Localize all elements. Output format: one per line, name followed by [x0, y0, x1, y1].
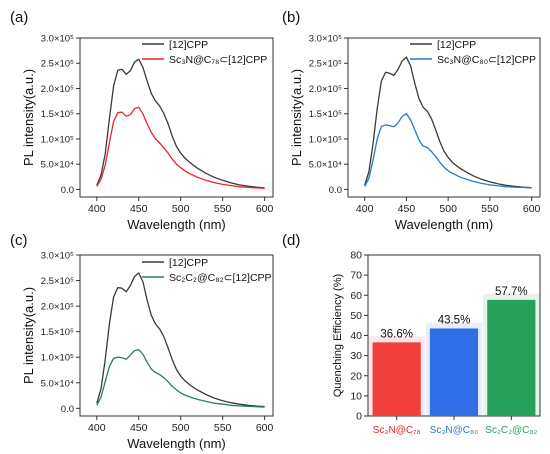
plot-frame: [79, 37, 274, 198]
y-tick-label: 5.0×10⁴: [41, 160, 74, 171]
category-label-3: Sc₂C₂@C₈₂: [485, 425, 537, 436]
y-tick-label: 70: [350, 270, 362, 282]
y-tick-label: 1.0×10⁵: [309, 134, 342, 145]
y-tick-label: 20: [350, 370, 362, 382]
x-tick-label: 600: [256, 422, 274, 434]
x-axis-label: Wavelength (nm): [127, 217, 226, 232]
y-tick-label: 3.0×10⁵: [41, 251, 74, 262]
y-tick-label: 0.0: [61, 185, 74, 196]
y-axis-label: PL intensity(a.u.): [21, 69, 36, 166]
y-tick-label: 40: [350, 330, 362, 342]
x-tick-label: 550: [214, 203, 232, 215]
y-tick-label: 5.0×10⁴: [41, 378, 74, 389]
legend-label-2: Sc₃N@C₈₀⊂[12]CPP: [437, 54, 536, 66]
x-tick-label: 400: [88, 422, 106, 434]
chart-panel-1: (a) 400 450 500 550 600 0.0 5.0×10⁴ 1.0×10⁵ 1.5×1…: [10, 9, 274, 232]
chart-panel-2: (b) 400 450 500 550 600 0.0 5.0×10⁴ 1.0×10⁵ 1.5×1…: [282, 9, 541, 232]
series-line-1: [96, 58, 265, 189]
x-tick-label: 500: [172, 422, 190, 434]
y-tick-label: 10: [350, 390, 362, 402]
series-line-1: [96, 272, 265, 408]
y-tick-label: 60: [350, 290, 362, 302]
y-tick-label: 2.0×10⁵: [41, 84, 74, 95]
x-tick-label: 500: [172, 203, 190, 215]
y-tick-label: 1.0×10⁵: [41, 134, 74, 145]
category-label-2: Sc₃N@C₈₀: [430, 425, 479, 436]
y-tick-label: 0.0: [61, 404, 74, 415]
legend-label-2: Sc₃N@C₇₈⊂[12]CPP: [169, 54, 267, 66]
y-tick-label: 2.0×10⁵: [309, 84, 342, 95]
category-label-1: Sc₃N@C₇₈: [373, 425, 421, 436]
x-tick-label: 450: [130, 422, 148, 434]
y-tick-label: 3.0×10⁵: [41, 34, 74, 45]
legend-label-2: Sc₂C₂@C₈₂⊂[12]CPP: [169, 272, 272, 284]
plot-frame: [79, 254, 274, 417]
y-tick-label: 80: [350, 250, 362, 262]
y-axis-label: PL intensity(a.u.): [289, 69, 304, 166]
bar-value-label-2: 43.5%: [438, 314, 471, 326]
x-tick-label: 550: [214, 422, 232, 434]
chart-panel-3: (c) 400 450 500 550 600 0.0 5.0×10⁴ 1.0×10⁵ 1.5×1…: [10, 232, 274, 451]
series-line-1: [364, 56, 532, 189]
plot-frame: [347, 37, 541, 198]
bar-value-label-3: 57.7%: [495, 286, 528, 298]
y-axis-label: Quenching Efficiency (%): [332, 274, 344, 397]
y-tick-label: 30: [350, 350, 362, 362]
legend-label-1: [12]CPP: [169, 257, 208, 269]
y-tick-label: 3.0×10⁵: [309, 34, 342, 45]
y-tick-label: 1.5×10⁵: [41, 327, 74, 338]
series-line-2: [96, 106, 265, 190]
legend-label-1: [12]CPP: [169, 39, 208, 51]
y-tick-label: 1.0×10⁵: [41, 353, 74, 364]
panel-label: (b): [282, 9, 300, 26]
x-tick-label: 450: [130, 203, 148, 215]
bar-1: [372, 342, 421, 416]
chart-panel-4: (d) 0 10 20 30 40 50 60 70 80 Quenching Efficiency…: [282, 232, 541, 436]
bar-value-label-1: 36.6%: [380, 328, 413, 340]
series-line-2: [96, 348, 265, 408]
panel-label: (d): [282, 232, 300, 249]
y-axis-label: PL intensity(a.u.): [21, 287, 36, 384]
y-tick-label: 1.5×10⁵: [41, 109, 74, 120]
x-axis-label: Wavelength (nm): [395, 217, 494, 232]
legend-label-1: [12]CPP: [437, 39, 476, 51]
y-tick-label: 2.0×10⁵: [41, 302, 74, 313]
y-tick-label: 2.5×10⁵: [309, 59, 342, 70]
x-tick-label: 400: [88, 203, 106, 215]
series-line-2: [364, 113, 532, 189]
y-tick-label: 1.5×10⁵: [309, 109, 342, 120]
bar-2: [429, 328, 479, 416]
bar-3: [487, 299, 536, 416]
panel-label: (a): [10, 9, 28, 26]
y-tick-label: 50: [350, 310, 362, 322]
y-tick-label: 0.0: [329, 185, 342, 196]
x-tick-label: 600: [256, 203, 274, 215]
y-tick-label: 2.5×10⁵: [41, 59, 74, 70]
y-tick-label: 0: [356, 411, 362, 423]
y-tick-label: 5.0×10⁴: [309, 160, 342, 171]
x-tick-label: 600: [523, 203, 541, 215]
x-tick-label: 450: [398, 203, 416, 215]
x-tick-label: 500: [439, 203, 457, 215]
y-tick-label: 2.5×10⁵: [41, 276, 74, 287]
x-tick-label: 400: [356, 203, 374, 215]
panel-label: (c): [10, 232, 28, 249]
x-axis-label: Wavelength (nm): [127, 436, 226, 451]
x-tick-label: 550: [481, 203, 499, 215]
